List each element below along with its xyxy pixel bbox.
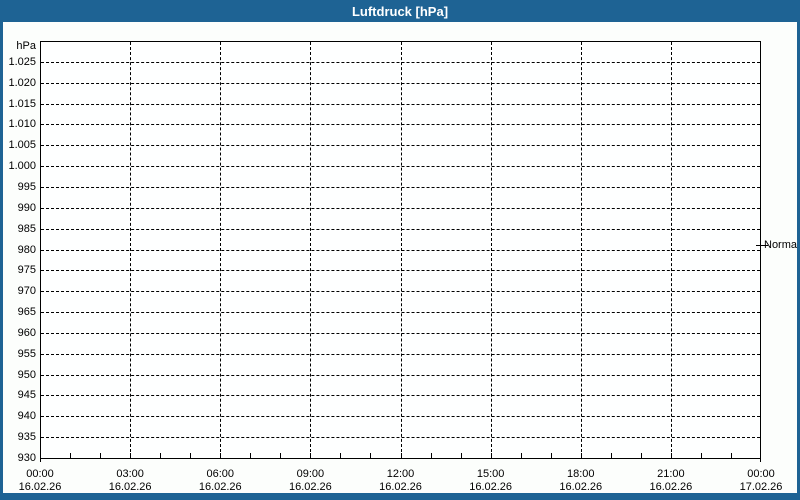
x-axis-minor-tick bbox=[400, 453, 402, 458]
x-axis-end-tick bbox=[40, 458, 41, 462]
x-time-label: 00:00 bbox=[747, 468, 775, 480]
x-axis-minor-tick bbox=[550, 453, 552, 458]
y-tick-label: 1.020 bbox=[8, 76, 36, 89]
window-border-bottom bbox=[0, 493, 800, 500]
y-tick-label: 1.000 bbox=[8, 160, 36, 173]
normal-marker-tick bbox=[756, 245, 768, 247]
x-axis-minor-tick bbox=[340, 453, 342, 458]
y-tick-label: 980 bbox=[17, 243, 36, 256]
x-gridline bbox=[490, 42, 492, 457]
y-tick-label: 1.025 bbox=[8, 55, 36, 68]
x-axis-minor-tick bbox=[370, 453, 372, 458]
x-axis-minor-tick bbox=[220, 453, 222, 458]
x-axis-minor-tick bbox=[70, 453, 72, 458]
y-tick-label: 1.015 bbox=[8, 97, 36, 110]
x-axis-minor-tick bbox=[160, 453, 162, 458]
y-axis-unit-label: hPa bbox=[16, 40, 36, 52]
x-axis-end-tick bbox=[760, 458, 761, 462]
x-axis-minor-tick bbox=[250, 453, 252, 458]
x-axis-minor-tick bbox=[580, 453, 582, 458]
x-date-label: 16.02.26 bbox=[559, 481, 603, 493]
x-axis-minor-tick bbox=[430, 453, 432, 458]
y-tick-label: 950 bbox=[17, 368, 36, 381]
x-time-label: 18:00 bbox=[566, 468, 595, 480]
x-date-label: 16.02.26 bbox=[379, 481, 422, 493]
y-tick-label: 1.005 bbox=[8, 139, 36, 152]
x-time-label: 00:00 bbox=[26, 468, 54, 480]
x-axis-minor-tick bbox=[190, 453, 192, 458]
x-axis-minor-tick bbox=[490, 453, 492, 458]
x-axis-minor-tick bbox=[280, 453, 282, 458]
x-gridline bbox=[400, 42, 402, 457]
x-gridline bbox=[130, 42, 132, 457]
x-axis-minor-tick bbox=[100, 453, 102, 458]
y-tick-label: 960 bbox=[17, 326, 36, 339]
y-tick-label: 930 bbox=[17, 452, 36, 464]
x-gridline bbox=[580, 42, 582, 457]
normal-marker-label: Normal bbox=[764, 239, 800, 252]
y-tick-label: 955 bbox=[17, 347, 36, 360]
x-axis-minor-tick bbox=[130, 453, 132, 458]
x-axis-minor-tick bbox=[460, 453, 462, 458]
x-axis-minor-tick bbox=[610, 453, 612, 458]
window-border-left bbox=[0, 22, 3, 500]
title-bar: Luftdruck [hPa] bbox=[0, 0, 800, 22]
x-date-label: 16.02.26 bbox=[198, 481, 242, 493]
x-axis-minor-tick bbox=[670, 453, 672, 458]
x-date-label: 16.02.26 bbox=[108, 481, 152, 493]
x-axis-minor-tick bbox=[520, 453, 522, 458]
y-tick-label: 940 bbox=[17, 410, 36, 423]
x-time-label: 09:00 bbox=[296, 468, 325, 480]
y-tick-label: 995 bbox=[17, 180, 36, 193]
x-time-label: 03:00 bbox=[116, 468, 144, 480]
x-time-label: 06:00 bbox=[206, 468, 235, 480]
x-gridline bbox=[310, 42, 312, 457]
x-axis-minor-tick bbox=[640, 453, 642, 458]
x-axis-minor-tick bbox=[700, 453, 702, 458]
x-time-label: 12:00 bbox=[386, 468, 415, 480]
x-axis-minor-tick bbox=[310, 453, 312, 458]
x-date-label: 16.02.26 bbox=[18, 481, 62, 493]
y-tick-label: 945 bbox=[17, 389, 36, 402]
x-date-label: 16.02.26 bbox=[649, 481, 693, 493]
x-axis-minor-tick bbox=[730, 453, 732, 458]
x-date-label: 16.02.26 bbox=[469, 481, 513, 493]
y-tick-label: 970 bbox=[17, 285, 36, 298]
x-time-label: 21:00 bbox=[657, 468, 685, 480]
chart-title: Luftdruck [hPa] bbox=[351, 3, 449, 19]
y-tick-label: 935 bbox=[17, 431, 36, 444]
x-gridline bbox=[220, 42, 222, 457]
y-tick-label: 990 bbox=[17, 201, 36, 214]
y-tick-label: 975 bbox=[17, 264, 36, 277]
x-time-label: 15:00 bbox=[476, 468, 505, 480]
y-tick-label: 1.010 bbox=[8, 118, 36, 131]
window-border-right bbox=[797, 22, 800, 500]
x-date-label: 17.02.26 bbox=[739, 481, 783, 493]
x-gridline bbox=[670, 42, 672, 457]
y-tick-label: 965 bbox=[17, 306, 36, 319]
x-date-label: 16.02.26 bbox=[288, 481, 332, 493]
y-tick-label: 985 bbox=[17, 222, 36, 235]
